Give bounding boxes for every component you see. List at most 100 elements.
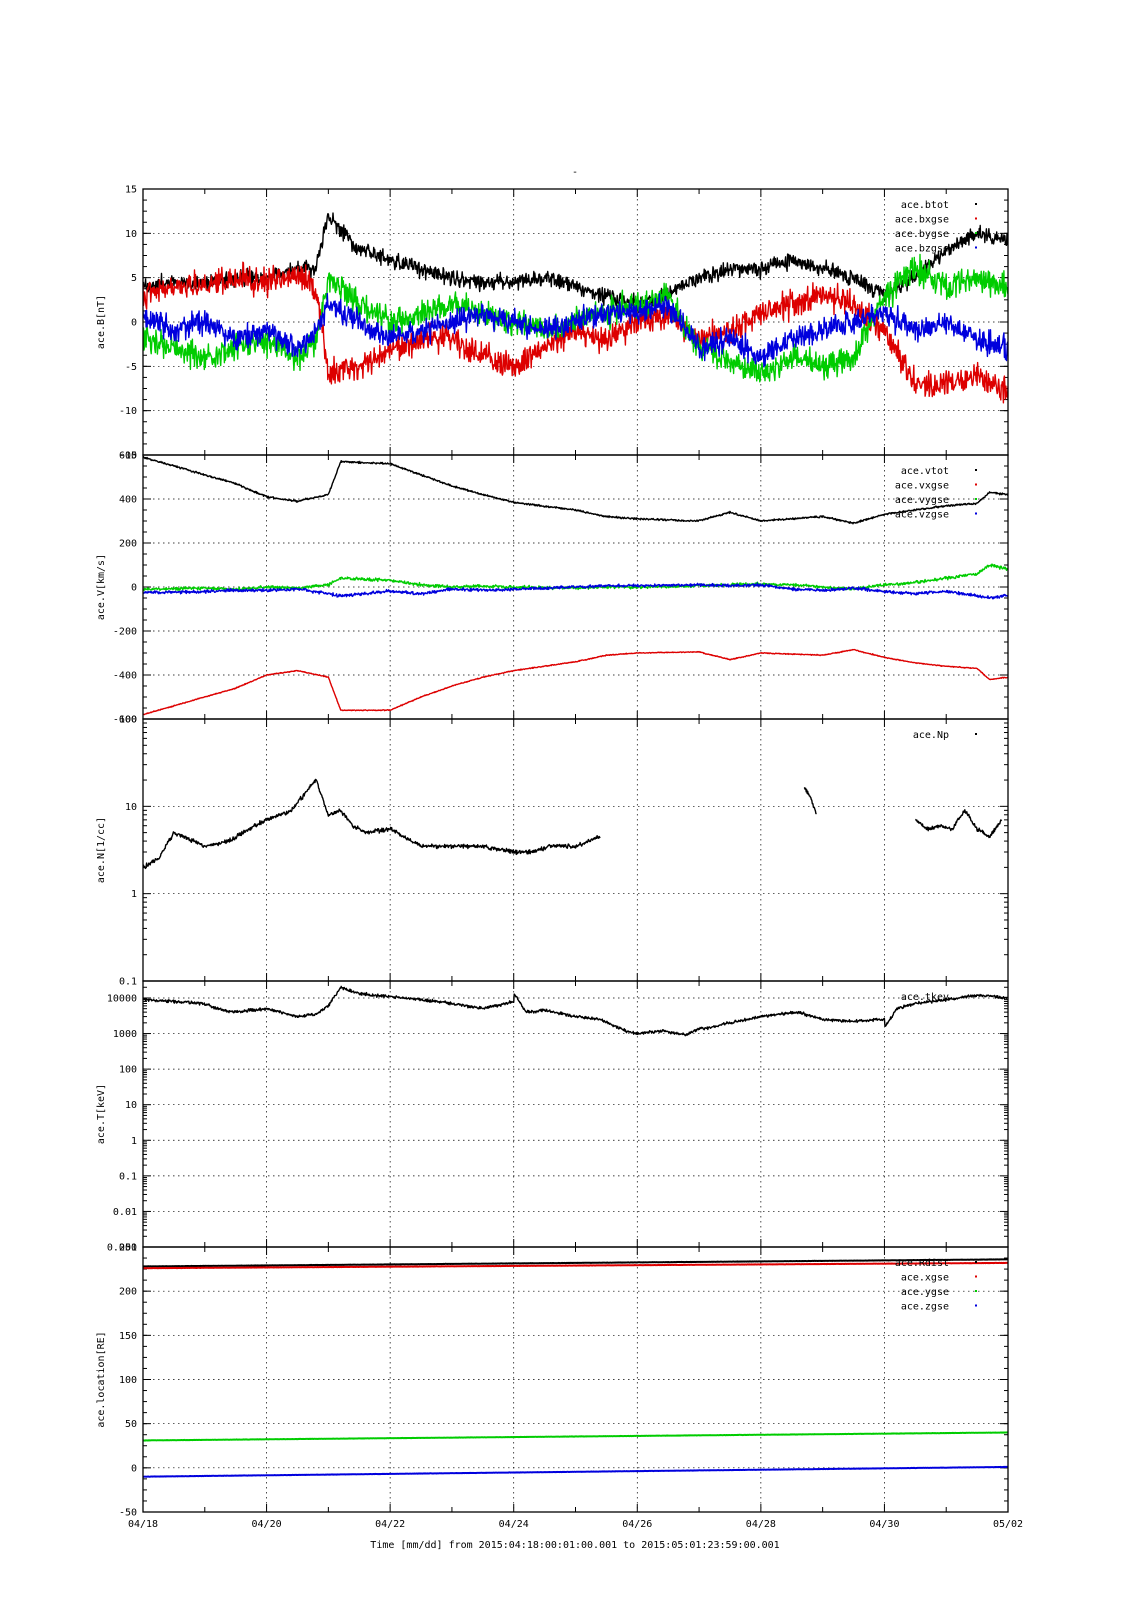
y-tick-label: 250 [119,1243,137,1254]
y-tick-label: 100 [119,1375,137,1386]
y-tick-label: -600 [113,715,137,726]
panel-4: 10000 1000 100 10 1 0.1 0.01 0.001 ace.tkev ace.T… [96,980,1009,1254]
y-tick-label: 400 [119,495,137,506]
y-tick-label: 0 [131,318,137,329]
legend-label: ace.vxgse [895,481,949,492]
legend-label: ace.bygse [895,229,949,240]
legend-marker [975,246,977,249]
data-layer [143,1258,1008,1478]
data-layer [143,778,1003,870]
y-tick-label: 0.1 [119,1171,137,1182]
x-tick-label: 04/22 [375,1519,405,1530]
legend-marker [975,203,977,205]
x-tick-label: 04/24 [499,1519,529,1530]
y-tick-label: 200 [119,1287,137,1298]
panel-frame [142,980,1009,1248]
y-tick-label: -10 [119,406,137,417]
legend-label: ace.tkev [901,992,949,1003]
y-tick-label: 150 [119,1331,137,1342]
x-tick-label: 04/20 [252,1519,282,1530]
series-ace-xgse [143,1261,1008,1270]
series-ace-Np [803,786,817,815]
x-tick-label: 04/28 [746,1519,776,1530]
y-tick-label: 0.01 [113,1207,137,1218]
legend-marker [975,512,977,515]
y-tick-label: 10 [125,229,137,240]
legend-label: ace.bxgse [895,215,949,226]
y-tick-label: -400 [113,671,137,682]
legend-label: ace.zgse [901,1302,949,1313]
legend-marker [975,469,977,471]
y-tick-label: 10 [125,802,137,813]
series-ace-zgse [143,1465,1008,1478]
legend-label: ace.bzgse [895,244,949,255]
legend-marker [975,498,977,500]
y-axis-label: ace.N[1/cc] [96,817,107,883]
y-tick-label: 50 [125,1419,137,1430]
panel-frame [142,1246,1009,1513]
series-ace-Np [915,809,1003,839]
legend-marker [975,1261,977,1263]
legend-marker [975,483,977,486]
x-tick-label: 04/18 [128,1519,158,1530]
y-tick-label: 0 [131,583,137,594]
y-tick-label: 5 [131,273,137,284]
y-axis-label: ace.location[RE] [96,1331,107,1427]
legend-label: ace.Np [913,730,949,741]
legend-label: ace.ygse [901,1287,949,1298]
y-tick-label: -50 [119,1508,137,1519]
series-ace-vxgse [143,648,1008,716]
y-tick-label: 100 [119,715,137,726]
legend-label: ace.xgse [901,1273,949,1284]
figure-title: - [572,167,578,178]
data-layer [143,456,1008,716]
y-tick-label: 1000 [113,1029,137,1040]
legend-marker [975,995,977,997]
legend-label: ace.vzgse [895,510,949,521]
y-tick-label: 1 [131,1136,137,1147]
panel-frame [142,718,1009,982]
series-ace-Rdist [143,1258,1008,1268]
series-ace-vtot [143,456,1008,525]
y-tick-label: 10000 [107,993,137,1004]
x-tick-label: 04/30 [869,1519,899,1530]
y-axis-label: ace.B[nT] [96,295,107,349]
legend-marker [975,232,977,234]
y-tick-label: -5 [125,362,137,373]
data-layer [143,212,1008,404]
y-tick-label: 0 [131,1463,137,1474]
y-tick-label: 1 [131,889,137,900]
legend-marker [975,733,977,735]
series-ace-bzgse [143,292,1008,368]
y-tick-label: 15 [125,185,137,196]
y-tick-label: 600 [119,451,137,462]
legend-marker [975,1275,977,1278]
x-tick-label: 04/26 [622,1519,652,1530]
data-layer [143,985,1008,1037]
panel-3: 100 10 1 0.1 ace.Np ace.N[1/cc] [96,715,1009,988]
y-tick-label: 0.1 [119,977,137,988]
y-tick-label: 100 [119,1065,137,1076]
series-ace-vzgse [143,582,1008,600]
y-tick-label: 10 [125,1100,137,1111]
series-ace-Np [143,778,601,870]
x-tick-label: 05/02 [993,1519,1023,1530]
panel-2: 600 400 200 0 -200 -400 -600 ace.vtot ace.vxgse a… [96,451,1009,726]
legend-marker [975,1290,977,1292]
legend-marker [975,217,977,220]
legend-label: ace.vygse [895,495,949,506]
panel-5: 250 200 150 100 50 0 -50 ace.Rdist ace.xgse ace.y… [96,1243,1009,1519]
series-ace-ygse [143,1431,1008,1442]
y-tick-label: 0.001 [107,1243,137,1254]
chart-panels: 151050-5-10-15ace.btotace.bxgseace.bygse… [96,185,1023,1531]
series-ace-btot [143,212,1008,314]
y-tick-label: -15 [119,451,137,462]
legend-label: ace.Rdist [895,1258,949,1269]
x-axis-label: Time [mm/dd] from 2015:04:18:00:01:00.00… [370,1540,779,1551]
legend-label: ace.btot [901,200,949,211]
x-tick-labels: 04/18 04/20 04/22 04/24 04/26 04/28 04/30 05/02 [128,1519,1023,1530]
series-ace-tkev [143,985,1008,1037]
legend-marker [975,1304,977,1307]
y-axis-label: ace.T[keV] [96,1084,107,1144]
